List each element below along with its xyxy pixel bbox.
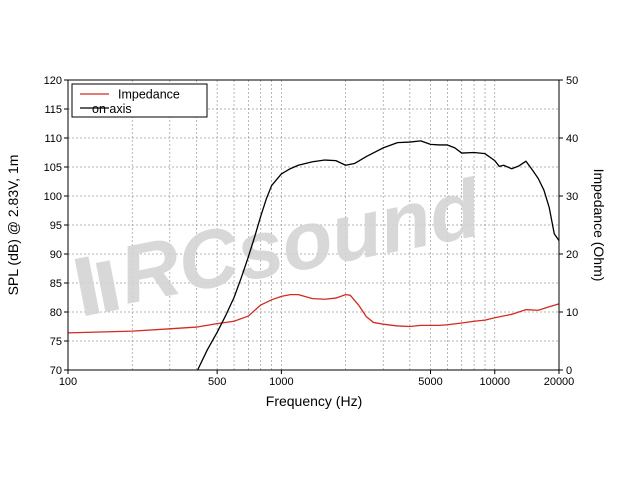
tick-labels: 100 500 1000 5000 10000 200007075808590951001… bbox=[44, 75, 579, 388]
x-tick-label: 500 bbox=[208, 376, 226, 388]
y-right-tick-label: 20 bbox=[566, 249, 578, 261]
y-right-tick-label: 40 bbox=[566, 133, 578, 145]
y-right-tick-label: 30 bbox=[566, 191, 578, 203]
y-left-tick-label: 75 bbox=[50, 336, 62, 348]
y-left-tick-label: 105 bbox=[44, 162, 62, 174]
legend-label-on-axis: on axis bbox=[92, 102, 132, 116]
y-right-tick-label: 10 bbox=[566, 307, 578, 319]
y-left-tick-label: 70 bbox=[50, 365, 62, 377]
x-tick-label: 20000 bbox=[544, 376, 575, 388]
grid bbox=[68, 80, 559, 370]
x-axis-title: Frequency (Hz) bbox=[266, 393, 362, 409]
y-left-tick-label: 100 bbox=[44, 191, 62, 203]
y-left-tick-label: 120 bbox=[44, 75, 62, 87]
legend-label-impedance: Impedance bbox=[118, 88, 180, 102]
y-left-tick-label: 85 bbox=[50, 278, 62, 290]
legend-box bbox=[71, 83, 208, 118]
watermark-text: RCsound bbox=[112, 162, 489, 321]
legend: Impedance on axis bbox=[71, 83, 208, 118]
watermark-logo-mark-1 bbox=[74, 256, 100, 316]
x-tick-label: 1000 bbox=[269, 376, 293, 388]
x-tick-label: 10000 bbox=[479, 376, 510, 388]
y-right-tick-label: 0 bbox=[566, 365, 572, 377]
x-tick-label: 100 bbox=[59, 376, 77, 388]
y-axis-right-title: Impedance (Ohm) bbox=[591, 169, 607, 282]
x-tick-label: 5000 bbox=[418, 376, 442, 388]
y-left-tick-label: 90 bbox=[50, 249, 62, 261]
watermark-logo-mark-2 bbox=[95, 260, 120, 313]
y-left-tick-label: 80 bbox=[50, 307, 62, 319]
series-line-impedance bbox=[67, 293, 560, 334]
y-left-tick-label: 110 bbox=[44, 133, 62, 145]
y-left-tick-label: 115 bbox=[44, 104, 62, 116]
y-left-tick-label: 95 bbox=[50, 220, 62, 232]
watermark: RCsound bbox=[74, 162, 489, 322]
series-layer bbox=[67, 140, 560, 371]
y-axis-left-title: SPL (dB) @ 2.83V, 1m bbox=[5, 155, 21, 296]
y-right-tick-label: 50 bbox=[566, 75, 578, 87]
series-line-on-axis bbox=[197, 140, 560, 371]
